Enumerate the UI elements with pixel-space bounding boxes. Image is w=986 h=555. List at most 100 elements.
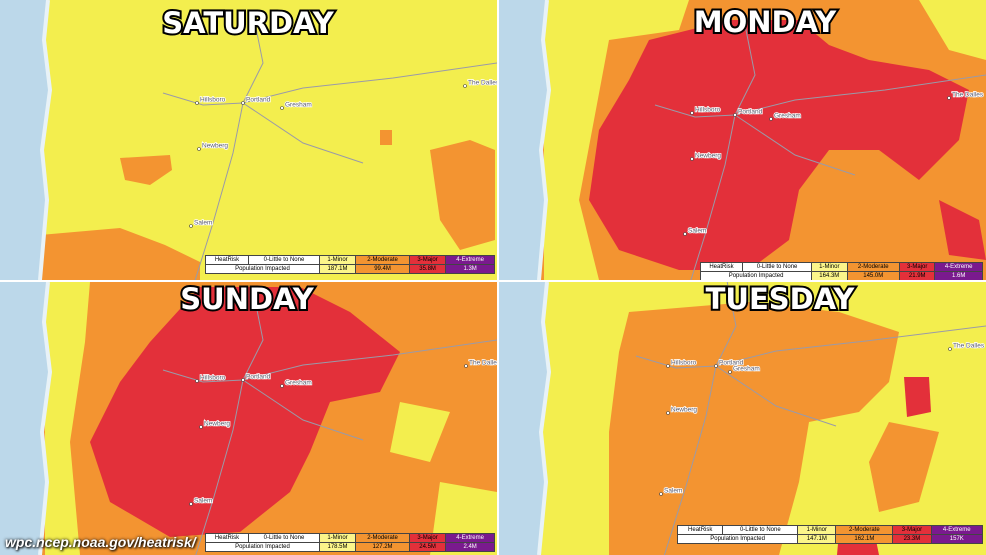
legend-cell: HeatRisk: [676, 525, 724, 535]
city-label: Hillsboro: [200, 375, 226, 382]
city-dot: [659, 492, 663, 496]
legend-cell: 178.5M: [318, 542, 357, 552]
city-dot: [947, 96, 951, 100]
road: [734, 114, 856, 176]
heat-area: [390, 402, 450, 462]
city-dot: [280, 384, 284, 388]
city-dot: [195, 379, 199, 383]
city-label: Newberg: [671, 407, 697, 414]
city-label: Portland: [246, 374, 271, 381]
city-dot: [280, 106, 284, 110]
city-dot: [666, 364, 670, 368]
road: [715, 365, 837, 427]
city-label: Portland: [246, 97, 271, 104]
coast: [38, 0, 53, 280]
road: [635, 355, 717, 369]
legend-cell: Population Impacted: [699, 271, 813, 280]
road: [242, 379, 364, 441]
city-dot: [189, 502, 193, 506]
legend-cell: HeatRisk: [204, 255, 250, 265]
legend-cell: 1.6M: [934, 271, 983, 280]
map: Hillsboro PortlandGreshamNewbergSalemThe …: [499, 282, 986, 555]
legend-cell: 0-Little to None: [722, 525, 799, 535]
map-panel: Hillsboro Portland Gresham Newberg Salem The …: [0, 0, 497, 280]
city-dot: [195, 101, 199, 105]
legend-cell: 2-Moderate: [846, 262, 901, 272]
legend-cell: 2.4M: [445, 542, 495, 552]
city-label: The Dalles: [469, 360, 497, 367]
city-dot: [769, 117, 773, 121]
city-label: Gresham: [733, 366, 760, 373]
heat-area: [90, 287, 400, 537]
legend-cell: Population Impacted: [205, 542, 320, 552]
ocean: [0, 282, 50, 555]
heat-area: [939, 200, 986, 260]
legend-table: HeatRisk 0-Little to None 1-Minor 2-Moderat…: [699, 262, 983, 280]
legend-cell: 4-Extreme: [930, 525, 984, 535]
city-label: The Dalles: [468, 80, 497, 87]
city-label: Newberg: [204, 421, 230, 428]
legend-cell: 4-Extreme: [934, 262, 983, 272]
heat-area: [589, 20, 969, 270]
road: [734, 74, 986, 116]
day-title: MONDAY: [694, 5, 838, 39]
heat-area: [904, 377, 931, 417]
city-dot: [241, 378, 245, 382]
city-dot: [666, 411, 670, 415]
heat-area: [544, 0, 689, 280]
city-label: Salem: [194, 220, 212, 227]
city-label: Hillsboro: [671, 360, 697, 367]
road: [734, 24, 756, 116]
road: [242, 102, 364, 164]
city-label: Salem: [194, 498, 212, 505]
legend-cell: Population Impacted: [676, 534, 799, 544]
coast: [537, 0, 552, 280]
legend-cell: 3-Major: [408, 533, 447, 543]
day-title: TUESDAY: [706, 282, 856, 316]
legend-cell: 0-Little to None: [741, 262, 813, 272]
heat-area: [609, 302, 899, 555]
heat-area: [45, 282, 90, 555]
city-dot: [683, 232, 687, 236]
city-label: Gresham: [285, 102, 312, 109]
road: [242, 339, 497, 381]
city-dot: [463, 84, 467, 88]
legend-cell: HeatRisk: [700, 262, 743, 272]
coast: [537, 282, 552, 555]
legend-cell: 0-Little to None: [248, 533, 320, 543]
legend-header: HeatRisk 0-Little to None 1-Minor 2-Moderat…: [204, 255, 495, 265]
road: [715, 282, 737, 367]
city-label: The Dalles: [952, 92, 984, 99]
legend-table: HeatRisk 0-Little to None 1-Minor 2-Moderat…: [676, 525, 984, 544]
city-label: Salem: [664, 488, 682, 495]
source-url: wpc.ncep.noaa.gov/heatrisk/: [5, 534, 196, 550]
map-panel: Hillsboro Portland Gresham Newberg Salem The …: [0, 282, 497, 555]
heat-area: [869, 422, 939, 512]
map: Hillsboro PortlandGreshamNewbergSalemThe …: [0, 282, 497, 555]
map: Hillsboro PortlandGreshamNewbergSalemThe …: [499, 0, 986, 280]
legend-table: HeatRisk 0-Little to None 1-Minor 2-Moderat…: [204, 533, 495, 552]
road: [690, 114, 736, 280]
city-dot: [733, 113, 737, 117]
city-label: Gresham: [774, 113, 801, 120]
city-label: Hillsboro: [695, 107, 721, 114]
city-dot: [690, 157, 694, 161]
city-dot: [728, 370, 732, 374]
heat-area: [430, 140, 495, 250]
heat-area: [40, 228, 200, 280]
legend-cell: 145.0M: [846, 271, 901, 280]
road: [663, 365, 717, 555]
legend-cell: 2-Moderate: [355, 255, 410, 265]
legend-row: Population Impacted 187.1M 99.4M 35.8M 1.3M: [205, 264, 495, 274]
legend-cell: 2-Moderate: [355, 533, 410, 543]
legend-cell: 164.3M: [811, 271, 848, 280]
city-label: Portland: [719, 360, 744, 367]
legend-cell: 187.1M: [318, 264, 357, 274]
legend-cell: 35.8M: [408, 264, 447, 274]
city-dot: [241, 101, 245, 105]
legend-cell: 2-Moderate: [835, 525, 894, 535]
legend-cell: 4-Extreme: [445, 533, 495, 543]
map-panel: Hillsboro Portland Gresham Newberg Salem The …: [499, 282, 986, 555]
legend-cell: 1-Minor: [318, 533, 357, 543]
